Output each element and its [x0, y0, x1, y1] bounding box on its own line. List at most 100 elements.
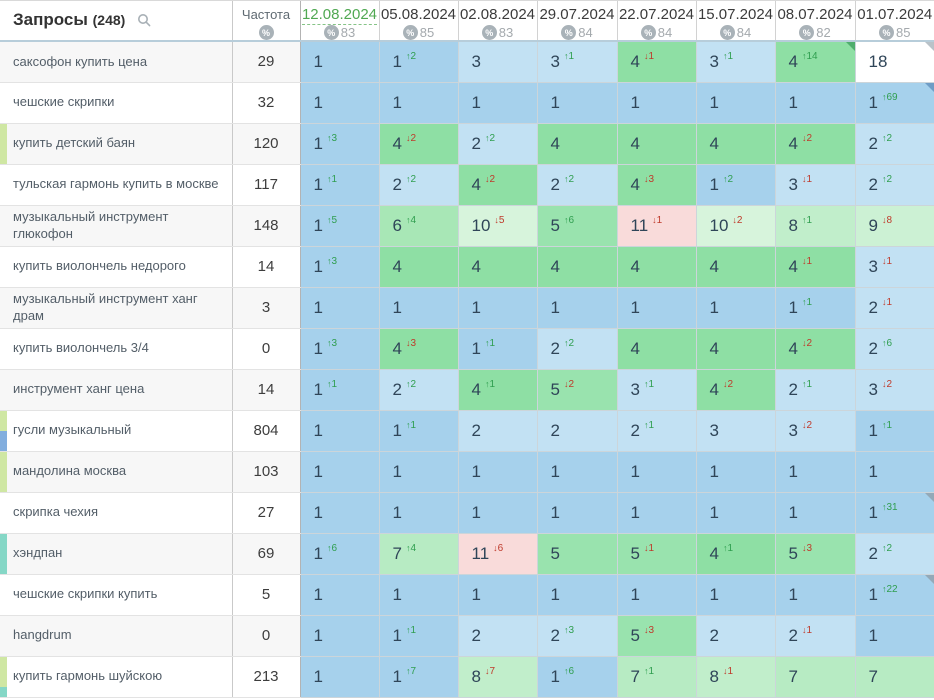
- date-column-header[interactable]: 15.07.2024% 84: [696, 1, 776, 42]
- position-change: ↓2: [563, 378, 575, 390]
- date-label[interactable]: 12.08.2024: [301, 6, 378, 25]
- position-value: 4: [709, 338, 719, 358]
- date-column-header[interactable]: 12.08.2024% 83: [300, 1, 380, 42]
- position-cell: 1 ↑69: [855, 82, 934, 124]
- arrow-up-icon: ↑: [563, 214, 569, 225]
- keyword-cell[interactable]: купить виолончель недорого: [0, 246, 233, 288]
- date-label[interactable]: 01.07.2024: [857, 6, 933, 23]
- position-value: 1: [392, 502, 402, 522]
- search-icon[interactable]: [137, 12, 151, 32]
- position-cell: 1: [458, 451, 538, 493]
- position-value: 3: [788, 420, 798, 440]
- position-cell: 1: [617, 492, 697, 534]
- position-value: 1: [630, 502, 640, 522]
- keyword-cell[interactable]: хэндпан: [0, 533, 233, 575]
- arrow-up-icon: ↑: [881, 337, 887, 348]
- date-label[interactable]: 05.08.2024: [380, 6, 457, 23]
- arrow-down-icon: ↓: [484, 173, 490, 184]
- position-cell: 4 ↑1: [458, 369, 538, 411]
- table-row: гусли музыкальный 804 1 1 ↑1 2 2 2 ↑1 3 3 ↓2 1 ↑1: [0, 410, 934, 452]
- position-value: 1: [313, 174, 323, 194]
- keyword-text: купить детский баян: [13, 135, 136, 151]
- position-cell: 1 ↑1: [458, 328, 538, 370]
- position-value: 7: [788, 666, 798, 686]
- date-label[interactable]: 29.07.2024: [539, 6, 615, 23]
- position-cell: 1 ↑3: [300, 123, 380, 165]
- position-value: 2: [392, 379, 402, 399]
- table-row: музыкальный инструмент глюкофон 148 1 ↑5 6 ↑4…: [0, 205, 934, 247]
- keyword-cell[interactable]: купить виолончель 3/4: [0, 328, 233, 370]
- keyword-cell[interactable]: чешские скрипки купить: [0, 574, 233, 616]
- position-value: 2: [868, 543, 878, 563]
- keyword-cell[interactable]: скрипка чехия: [0, 492, 233, 534]
- table-row: купить виолончель 3/4 0 1 ↑3 4 ↓3 1 ↑1 2 ↑2 4 4 4 ↓2 2…: [0, 328, 934, 370]
- position-cell: 1 ↑1: [775, 287, 856, 329]
- keyword-cell[interactable]: купить гармонь шуйскою: [0, 656, 233, 698]
- date-label[interactable]: 22.07.2024: [618, 6, 695, 23]
- arrow-down-icon: ↓: [881, 255, 887, 266]
- position-change: ↑3: [326, 132, 338, 144]
- cell-corner-marker: [925, 492, 934, 502]
- position-change: ↑1: [326, 173, 338, 185]
- position-value: 4: [471, 256, 481, 276]
- keyword-cell[interactable]: мандолина москва: [0, 451, 233, 493]
- date-column-header[interactable]: 02.08.2024% 83: [458, 1, 538, 42]
- position-value: 1: [392, 92, 402, 112]
- date-column-header[interactable]: 08.07.2024% 82: [775, 1, 856, 42]
- position-value: 1: [709, 174, 719, 194]
- keyword-text: хэндпан: [13, 545, 63, 561]
- position-value: 1: [788, 584, 798, 604]
- position-value: 1: [550, 584, 560, 604]
- position-value: 1: [868, 625, 878, 645]
- table-row: чешские скрипки 32 1 1 1 1 1 1 1 1 ↑69: [0, 82, 934, 124]
- date-label[interactable]: 02.08.2024: [459, 6, 536, 23]
- position-value: 10: [709, 215, 729, 235]
- date-label[interactable]: 08.07.2024: [777, 6, 853, 23]
- date-label[interactable]: 15.07.2024: [697, 6, 774, 23]
- date-column-header[interactable]: 05.08.2024% 85: [379, 1, 459, 42]
- keyword-cell[interactable]: hangdrum: [0, 615, 233, 657]
- date-column-header[interactable]: 22.07.2024% 84: [617, 1, 697, 42]
- position-change: ↑2: [563, 337, 575, 349]
- position-cell: 8 ↓1: [696, 656, 776, 698]
- keyword-text: купить гармонь шуйскою: [13, 668, 163, 684]
- position-cell: 4 ↓2: [458, 164, 538, 206]
- position-value: 2: [788, 379, 798, 399]
- position-value: 4: [630, 338, 640, 358]
- arrow-up-icon: ↑: [722, 542, 728, 553]
- frequency-cell: 27: [232, 492, 301, 534]
- position-cell: 4 ↓3: [617, 164, 697, 206]
- keyword-cell[interactable]: чешские скрипки: [0, 82, 233, 124]
- position-cell: 2 ↓1: [855, 287, 934, 329]
- arrow-up-icon: ↑: [563, 624, 569, 635]
- keyword-cell[interactable]: инструмент ханг цена: [0, 369, 233, 411]
- position-change: ↑2: [405, 51, 417, 63]
- position-value: 3: [471, 51, 481, 71]
- date-metric-value: 84: [578, 25, 593, 40]
- date-column-header[interactable]: 29.07.2024% 84: [537, 1, 618, 42]
- keyword-cell[interactable]: музыкальный инструмент ханг драм: [0, 287, 233, 329]
- arrow-down-icon: ↓: [493, 542, 498, 553]
- arrow-up-icon: ↑: [881, 542, 887, 553]
- keyword-cell[interactable]: купить детский баян: [0, 123, 233, 165]
- keyword-text: тульская гармонь купить в москве: [13, 176, 219, 192]
- date-column-header[interactable]: 01.07.2024% 85: [855, 1, 934, 42]
- position-change: ↑6: [563, 665, 575, 677]
- keyword-cell[interactable]: гусли музыкальный: [0, 410, 233, 452]
- arrow-down-icon: ↓: [643, 542, 649, 553]
- arrow-up-icon: ↑: [881, 173, 887, 184]
- position-value: 4: [550, 256, 560, 276]
- frequency-cell: 120: [232, 123, 301, 165]
- keyword-cell[interactable]: саксофон купить цена: [0, 41, 233, 83]
- position-cell: 4 ↓3: [379, 328, 459, 370]
- position-cell: 1: [300, 451, 380, 493]
- position-value: 1: [313, 256, 323, 276]
- position-cell: 4: [537, 246, 618, 288]
- position-value: 2: [868, 133, 878, 153]
- arrow-up-icon: ↑: [405, 665, 411, 676]
- arrow-up-icon: ↑: [881, 501, 887, 512]
- position-cell: 5 ↓2: [537, 369, 618, 411]
- keyword-cell[interactable]: музыкальный инструмент глюкофон: [0, 205, 233, 247]
- keyword-cell[interactable]: тульская гармонь купить в москве: [0, 164, 233, 206]
